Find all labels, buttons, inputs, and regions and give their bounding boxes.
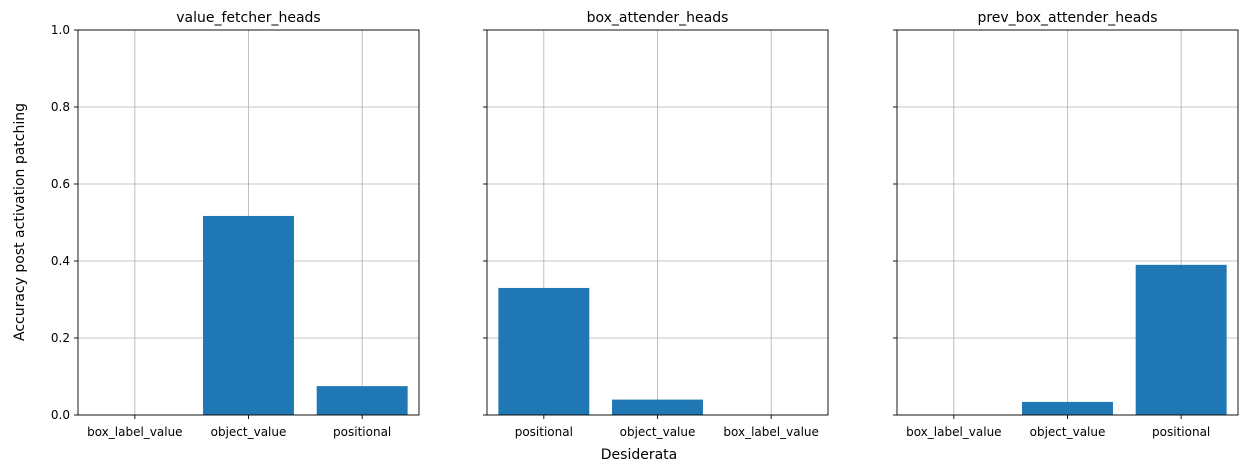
x-tick-label: object_value bbox=[1030, 425, 1106, 439]
bar-positional bbox=[498, 287, 590, 415]
panel-3: box_label_value object_value positional pre… bbox=[893, 10, 1239, 439]
x-tick-label: box_label_value bbox=[87, 425, 183, 439]
panel-title: prev_box_attender_heads bbox=[977, 10, 1157, 26]
y-tick-label: 0.6 bbox=[51, 177, 70, 191]
y-tick-label: 0.4 bbox=[51, 254, 70, 268]
x-tick-label: positional bbox=[515, 425, 573, 439]
x-tick-label: object_value bbox=[620, 425, 696, 439]
bar-object_value bbox=[203, 215, 294, 415]
panel-title: box_attender_heads bbox=[587, 10, 729, 26]
y-tick-label: 1.0 bbox=[51, 23, 70, 37]
x-tick-label: positional bbox=[333, 425, 391, 439]
panel-1: 0.0 0.2 0.4 0.6 0.8 1.0 box_label_value object_… bbox=[51, 10, 420, 439]
bar-positional bbox=[1135, 264, 1227, 415]
panels: 0.0 0.2 0.4 0.6 0.8 1.0 box_label_value object_… bbox=[51, 10, 1239, 439]
y-tick-label: 0.2 bbox=[51, 331, 70, 345]
panel-2: positional object_value box_label_value box… bbox=[483, 10, 829, 439]
bar-object_value bbox=[612, 399, 703, 415]
x-tick-label: object_value bbox=[211, 425, 287, 439]
y-axis-label: Accuracy post activation patching bbox=[12, 103, 28, 341]
y-tick-label: 0.0 bbox=[51, 408, 70, 422]
panel-title: value_fetcher_heads bbox=[176, 10, 320, 26]
bar-positional bbox=[316, 386, 408, 415]
y-tick-label: 0.8 bbox=[51, 100, 70, 114]
x-axis-label: Desiderata bbox=[601, 447, 677, 463]
bar-object_value bbox=[1022, 401, 1113, 415]
x-tick-label: box_label_value bbox=[723, 425, 819, 439]
x-tick-label: positional bbox=[1152, 425, 1210, 439]
x-tick-label: box_label_value bbox=[906, 425, 1002, 439]
